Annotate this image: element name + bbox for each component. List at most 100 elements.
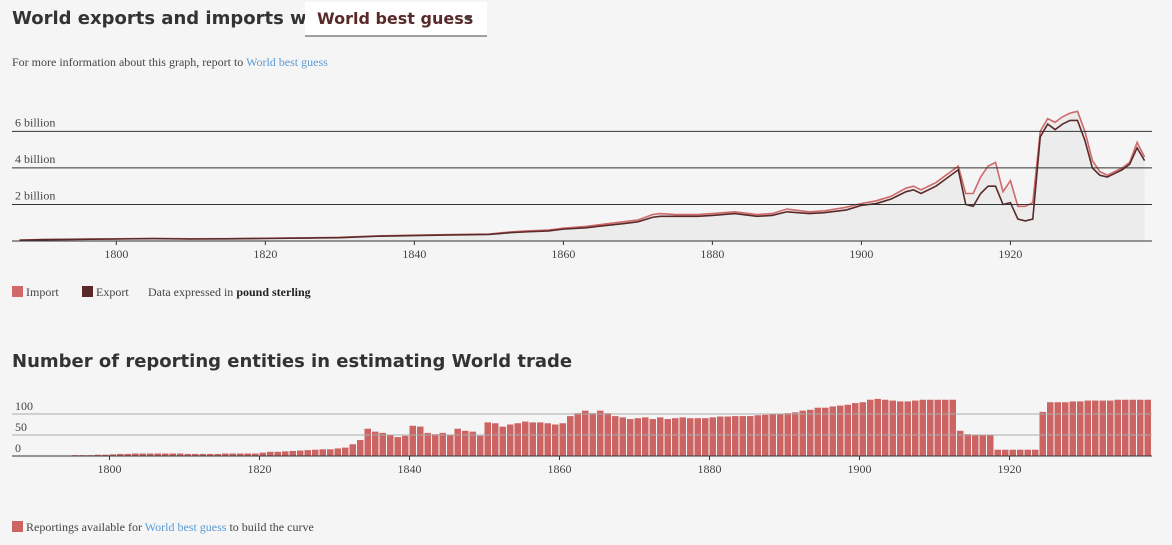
bar [102,454,109,456]
bar [469,431,476,456]
bar [1122,399,1129,456]
bar [687,418,694,456]
bar [529,422,536,456]
x-tick-label: 1800 [104,247,128,261]
bar [724,416,731,456]
bar-legend: Reportings available for World best gues… [26,520,314,534]
bar [679,417,686,456]
x-tick-label: 1860 [551,247,575,261]
bar [252,453,259,456]
bar [274,451,281,456]
bar [844,404,851,456]
bar [117,453,124,456]
bar [222,453,229,456]
bar [927,399,934,456]
bar [852,403,859,456]
bar [312,449,319,456]
bar [439,432,446,456]
legend-swatch [82,286,93,297]
bar [177,453,184,456]
bar [259,452,266,456]
bar [747,416,754,456]
bar [859,402,866,456]
bar [424,432,431,456]
info-link[interactable]: World best guess [246,55,328,69]
bar [619,417,626,456]
bar [267,451,274,456]
unit: pound sterling [236,285,310,299]
bar [1137,399,1144,456]
y-tick-label: 6 billion [15,115,55,129]
bar [912,400,919,456]
bar [904,401,911,456]
bar [649,419,656,456]
page-title: World exports and imports with [12,8,334,29]
dropdown[interactable] [305,2,487,36]
x-tick-label: 1840 [398,462,422,476]
bar [897,401,904,456]
bar [537,422,544,456]
bar [957,430,964,456]
bar [642,417,649,456]
bar [207,453,214,456]
bar [889,400,896,456]
bar [462,430,469,456]
bar [364,428,371,456]
y-tick-label: 4 billion [15,152,55,166]
bar [612,416,619,456]
bar [582,410,589,456]
legend-label: Import [26,285,59,299]
bar [949,399,956,456]
x-tick-label: 1880 [698,462,722,476]
bar [559,423,566,456]
legend-link[interactable]: World best guess [145,520,227,534]
bar [334,448,341,456]
bar [372,431,379,456]
bar [1107,400,1114,456]
info: For more information about this graph, r… [12,55,243,69]
bar [147,453,154,456]
bar [417,426,424,456]
bar [822,407,829,456]
x-tick-label: 1820 [253,247,277,261]
bar [289,450,296,456]
bar [454,428,461,456]
bar [409,425,416,456]
bar [282,451,289,456]
bar [1114,399,1121,456]
bar [327,449,334,456]
bar [1032,449,1039,456]
bar [1077,401,1084,456]
bar [702,418,709,456]
bar [244,453,251,456]
info-text: For more information about this graph, r… [12,55,328,69]
bar [229,453,236,456]
bar [124,453,131,456]
bar [807,409,814,456]
bar [1039,411,1046,456]
bar [402,435,409,456]
bar [709,417,716,456]
x-tick-label: 1900 [849,247,873,261]
x-tick-label: 1800 [98,462,122,476]
bar [214,453,221,456]
bar [882,399,889,456]
bar [837,405,844,456]
chart-title: Number of reporting entities in estimati… [12,351,572,372]
dropdown-label[interactable]: World best guess [317,9,473,28]
bar [627,419,634,456]
bar [964,434,971,456]
bar [484,422,491,456]
x-tick-label: 1900 [848,462,872,476]
bar [499,426,506,456]
bar [1017,449,1024,456]
bar [664,419,671,456]
bar [139,453,146,456]
x-tick-label: 1920 [998,247,1022,261]
bar [342,447,349,456]
bar [514,423,521,456]
bar [109,454,116,456]
bar [304,450,311,456]
